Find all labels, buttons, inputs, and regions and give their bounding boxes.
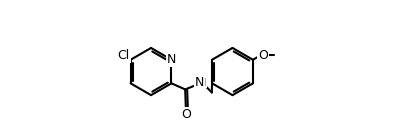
Text: O: O bbox=[181, 108, 191, 121]
Text: H: H bbox=[198, 78, 207, 88]
Text: Cl: Cl bbox=[118, 49, 130, 62]
Text: O: O bbox=[258, 49, 268, 62]
Text: N: N bbox=[195, 76, 204, 89]
Text: N: N bbox=[167, 53, 176, 66]
